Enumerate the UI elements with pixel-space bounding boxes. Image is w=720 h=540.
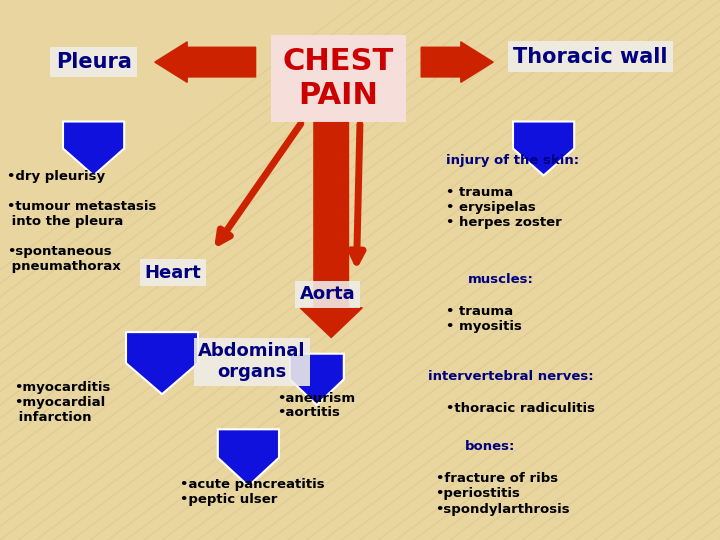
Polygon shape: [217, 429, 279, 486]
Text: •thoracic radiculitis: •thoracic radiculitis: [446, 402, 595, 415]
Text: Thoracic wall: Thoracic wall: [513, 46, 667, 67]
Text: • trauma
• erysipelas
• herpes zoster: • trauma • erysipelas • herpes zoster: [446, 186, 562, 230]
Text: • trauma
• myositis: • trauma • myositis: [446, 305, 522, 333]
Text: injury of the skin:: injury of the skin:: [446, 154, 580, 167]
Text: CHEST
PAIN: CHEST PAIN: [283, 47, 394, 110]
Text: •dry pleurisy

•tumour metastasis
 into the pleura

•spontaneous
 pneumathorax: •dry pleurisy •tumour metastasis into th…: [7, 170, 156, 273]
Polygon shape: [63, 122, 125, 176]
Polygon shape: [513, 122, 575, 176]
Text: Aorta: Aorta: [300, 285, 356, 303]
Text: Abdominal
organs: Abdominal organs: [198, 342, 306, 381]
Text: •acute pancreatitis
•peptic ulser: •acute pancreatitis •peptic ulser: [180, 478, 325, 506]
Text: •fracture of ribs
•periostitis
•spondylarthrosis: •fracture of ribs •periostitis •spondyla…: [436, 472, 570, 516]
Polygon shape: [126, 332, 198, 394]
Text: •aneurism
•aortitis: •aneurism •aortitis: [277, 392, 356, 420]
Polygon shape: [289, 354, 344, 405]
Text: bones:: bones:: [464, 440, 515, 453]
FancyArrow shape: [155, 42, 256, 82]
Text: intervertebral nerves:: intervertebral nerves:: [428, 370, 594, 383]
FancyArrow shape: [421, 42, 493, 82]
Text: Heart: Heart: [145, 264, 201, 282]
Text: muscles:: muscles:: [468, 273, 534, 286]
Text: •myocarditis
•myocardial
 infarction: •myocarditis •myocardial infarction: [14, 381, 111, 424]
FancyArrow shape: [300, 122, 362, 338]
Text: Pleura: Pleura: [55, 52, 132, 72]
